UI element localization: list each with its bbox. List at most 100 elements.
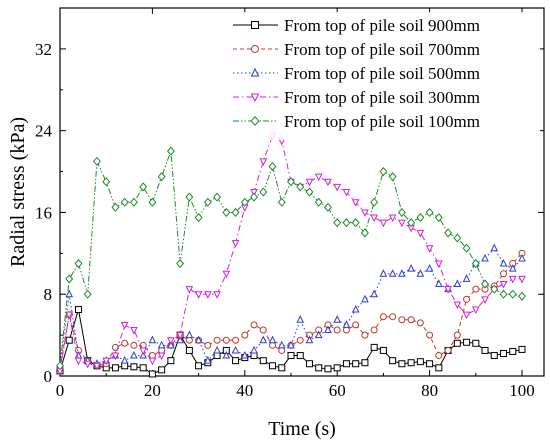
data-point	[203, 197, 212, 207]
data-point	[305, 178, 314, 187]
legend-item: From top of pile soil 700mm	[233, 40, 480, 59]
data-point	[462, 274, 471, 282]
data-point	[259, 335, 268, 344]
data-point	[509, 347, 517, 355]
data-point	[157, 172, 166, 182]
y-tick-label: 0	[44, 367, 53, 386]
data-point	[481, 296, 489, 304]
data-point	[425, 245, 434, 253]
data-point	[194, 335, 203, 344]
data-point	[500, 270, 508, 278]
data-point	[157, 340, 166, 349]
data-point	[269, 341, 277, 349]
data-point	[232, 336, 240, 344]
data-point	[314, 173, 323, 182]
data-point	[370, 289, 378, 298]
data-point	[167, 357, 175, 365]
data-point	[213, 291, 221, 299]
x-axis-label: Time (s)	[268, 418, 336, 440]
data-point	[120, 356, 129, 364]
data-point	[259, 326, 267, 334]
data-point	[231, 207, 240, 218]
data-point	[204, 291, 212, 299]
series-line	[59, 150, 523, 366]
data-point	[324, 365, 332, 373]
data-point	[296, 182, 305, 192]
data-point	[435, 364, 443, 372]
legend-label: From top of pile soil 300mm	[284, 88, 480, 107]
data-point	[471, 258, 480, 269]
data-point	[194, 212, 203, 223]
x-tick-label: 100	[509, 381, 535, 400]
y-tick-label: 8	[44, 285, 53, 304]
data-point	[259, 357, 267, 365]
data-point	[83, 360, 92, 369]
data-point	[351, 304, 360, 313]
data-point	[120, 197, 129, 207]
data-point	[333, 364, 341, 372]
data-point	[426, 331, 434, 339]
data-point	[453, 279, 462, 287]
y-tick-label: 24	[35, 122, 53, 141]
data-point	[425, 264, 434, 272]
data-point	[139, 347, 147, 356]
data-point	[130, 350, 138, 359]
data-point	[93, 362, 101, 371]
plot-frame	[59, 7, 545, 377]
data-point	[231, 240, 240, 248]
data-point	[185, 286, 194, 294]
data-point	[232, 357, 240, 365]
data-point	[305, 187, 314, 197]
data-point	[314, 197, 323, 207]
series-3	[56, 243, 526, 369]
data-point	[204, 341, 212, 349]
data-point	[472, 339, 480, 347]
data-point	[407, 264, 415, 272]
data-point	[370, 343, 378, 351]
data-point	[250, 189, 258, 197]
data-point	[398, 269, 406, 277]
legend-item: From top of pile soil 300mm	[233, 88, 480, 107]
legend-item: From top of pile soil 100mm	[233, 112, 480, 131]
data-point	[342, 320, 351, 328]
data-point	[508, 289, 517, 299]
data-point	[296, 336, 304, 344]
data-point	[333, 218, 342, 228]
data-point	[287, 340, 295, 349]
legend: From top of pile soil 900mm From top of p…	[228, 12, 540, 140]
data-point	[130, 327, 138, 335]
data-point	[74, 357, 83, 366]
data-point	[269, 362, 277, 370]
data-point	[305, 360, 313, 368]
data-point	[416, 358, 424, 366]
data-point	[268, 161, 277, 172]
legend-label: From top of pile soil 700mm	[284, 40, 480, 59]
x-tick-label: 80	[421, 381, 438, 400]
data-point	[435, 260, 443, 269]
data-point	[444, 346, 452, 354]
data-point	[518, 253, 526, 262]
data-point	[176, 258, 185, 269]
data-point	[472, 285, 480, 293]
y-tick-label: 16	[35, 203, 52, 222]
data-point	[287, 352, 295, 360]
data-point	[352, 360, 360, 368]
data-point	[277, 340, 286, 349]
data-point	[121, 362, 129, 370]
data-point	[129, 197, 138, 207]
data-point	[435, 352, 443, 360]
data-point	[148, 197, 157, 207]
data-point	[120, 321, 129, 330]
data-point	[324, 325, 332, 333]
x-tick-label: 40	[236, 381, 253, 400]
data-point	[360, 228, 369, 238]
data-point	[102, 357, 111, 366]
data-point	[471, 306, 480, 315]
data-point	[324, 178, 332, 187]
data-point	[148, 370, 156, 378]
data-point	[250, 192, 259, 202]
data-point	[342, 189, 351, 197]
plot-area	[59, 7, 545, 377]
data-point	[389, 357, 397, 365]
data-point	[462, 243, 471, 253]
